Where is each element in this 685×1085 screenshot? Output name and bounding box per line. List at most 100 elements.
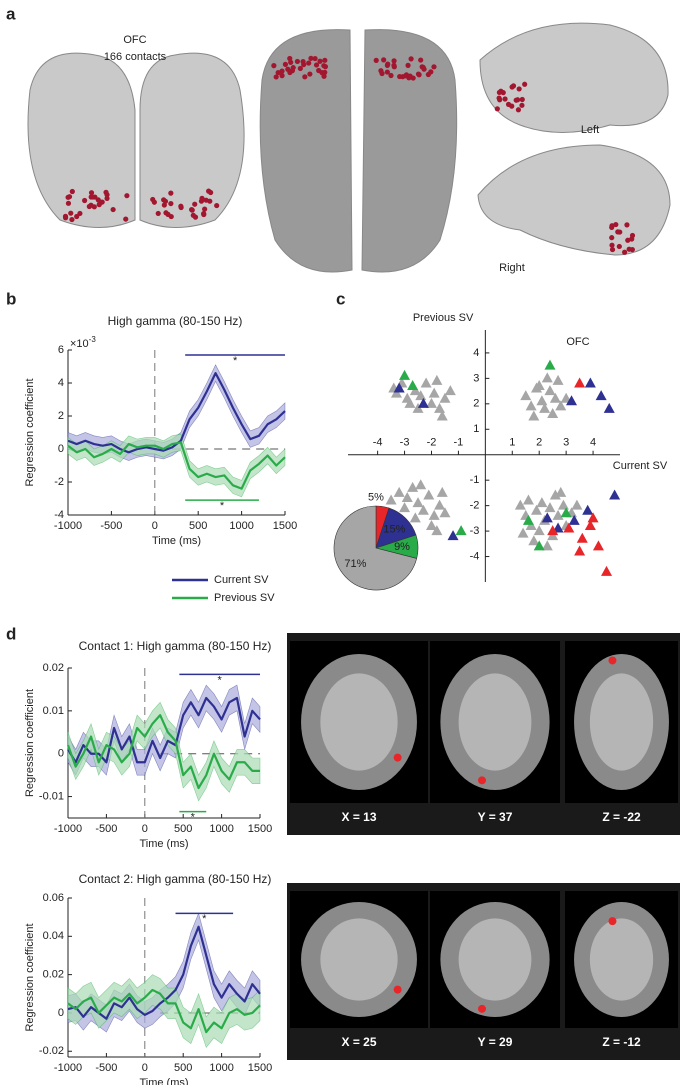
contact-dot <box>510 83 517 89</box>
contact-dot <box>519 96 525 103</box>
pie-label: 9% <box>394 541 410 553</box>
scatter-point <box>595 390 607 401</box>
scatter-point <box>522 514 534 525</box>
series-line <box>67 696 261 764</box>
y-tick-label: -3 <box>470 525 480 537</box>
contact-dot <box>69 216 75 223</box>
scatter-point <box>587 512 599 523</box>
y-tick-label: 0 <box>58 443 64 455</box>
scatter-point <box>428 387 440 398</box>
contact-dot <box>405 62 411 68</box>
mri-brain-inner <box>589 918 654 1001</box>
y-tick-label: 0.02 <box>43 662 64 674</box>
contact-dot <box>622 249 628 255</box>
contact-dot <box>189 207 195 213</box>
contact-dot <box>519 102 525 108</box>
pie-label: 71% <box>344 558 366 570</box>
contact-dot <box>69 188 75 195</box>
scatter-point <box>425 397 437 408</box>
panel-label: c <box>336 289 345 308</box>
scatter-point <box>609 489 621 500</box>
scatter-point <box>385 494 397 505</box>
scatter-point <box>531 504 543 515</box>
contact-dot <box>162 198 169 204</box>
scatter-point <box>563 522 575 533</box>
scatter-point <box>517 527 529 538</box>
panel-label: d <box>6 624 16 643</box>
x-tick-label: 0 <box>142 823 148 835</box>
contact-dot <box>502 96 508 102</box>
contact-dot <box>124 193 130 199</box>
contact-dot <box>515 97 521 103</box>
contact-dot <box>178 203 184 209</box>
pie-label: 5% <box>368 492 384 504</box>
scatter-point <box>434 499 446 510</box>
contact-dot <box>496 89 503 96</box>
scatter-point <box>404 397 416 408</box>
scatter-point <box>393 382 405 393</box>
contact-dot <box>609 235 615 241</box>
scatter-point <box>560 507 572 518</box>
scatter-point <box>412 402 424 413</box>
contact-dot <box>74 213 80 220</box>
scatter-point <box>528 535 540 546</box>
legend-label: Previous SV <box>214 592 275 604</box>
contact-dot <box>322 57 328 63</box>
significance-star: * <box>202 913 207 925</box>
y-tick-label: 0.02 <box>43 969 64 981</box>
contact-dot <box>381 57 387 63</box>
contact-dot <box>609 242 615 248</box>
contact-dot <box>68 210 74 216</box>
scatter-point <box>412 497 424 508</box>
scatter-point <box>436 410 448 421</box>
y-axis-label: Previous SV <box>413 312 474 324</box>
contact-dot <box>82 197 88 204</box>
contact-dot <box>66 194 73 200</box>
chart-title: Contact 2: High gamma (80-150 Hz) <box>79 872 272 886</box>
x-tick-label: -4 <box>373 437 383 449</box>
scatter-point <box>549 392 561 403</box>
mri-coordinate: Y = 29 <box>478 1035 513 1049</box>
contact-dot <box>373 57 379 64</box>
y-tick-label: -2 <box>54 476 64 488</box>
x-tick-label: 2 <box>536 437 542 449</box>
contact-dot <box>307 71 313 77</box>
contact-dot <box>629 232 636 239</box>
y-tick-label: -4 <box>470 550 480 562</box>
mri-brain-inner <box>589 673 654 771</box>
contact-dot <box>214 202 220 209</box>
scatter-point <box>525 520 537 530</box>
contact-dot <box>155 210 161 217</box>
y-tick-label: 3 <box>473 372 479 384</box>
contact-dot <box>308 55 314 61</box>
contact-dot <box>86 203 92 210</box>
contact-dot <box>151 199 157 205</box>
scatter-point <box>552 374 564 385</box>
scatter-point <box>407 481 419 492</box>
contact-dot <box>609 246 616 253</box>
scatter-point <box>409 385 421 396</box>
contact-dot <box>629 247 635 253</box>
x-axis-label: Time (ms) <box>139 1077 188 1085</box>
contact-dot <box>625 237 631 243</box>
contact-dot <box>406 75 412 81</box>
scatter-point <box>525 400 537 411</box>
x-tick-label: -500 <box>100 520 122 532</box>
brain-subtitle: 166 contacts <box>104 51 167 63</box>
scatter-point <box>520 390 532 401</box>
contact-dot <box>201 211 207 218</box>
y-tick-label: -2 <box>470 500 480 512</box>
contact-dot <box>391 62 397 68</box>
scatter-point <box>528 410 540 421</box>
scatter-point <box>574 377 586 388</box>
contact-dot <box>522 81 528 87</box>
contact-dot <box>624 222 630 228</box>
mri-coordinate: X = 13 <box>341 810 376 824</box>
y-tick-label: 0 <box>58 748 64 760</box>
x-tick-label: 1500 <box>248 823 272 835</box>
contact-dot <box>418 57 424 63</box>
contact-dot <box>99 199 105 205</box>
scatter-point <box>552 509 564 520</box>
electrode-dot <box>393 753 402 762</box>
